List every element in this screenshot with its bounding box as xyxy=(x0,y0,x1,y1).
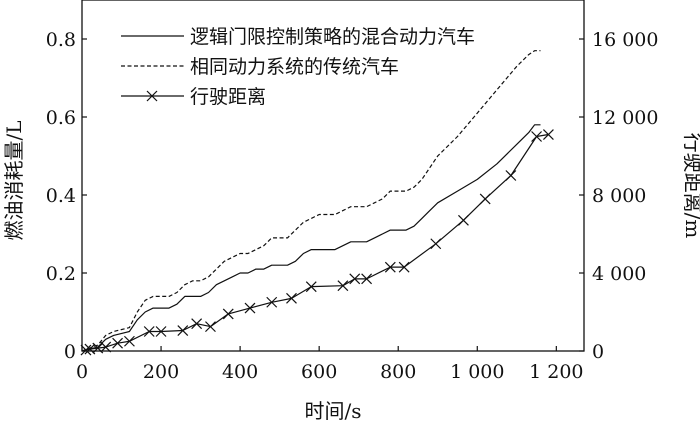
data-point-distance xyxy=(337,280,349,292)
x-tick-label: 1 000 xyxy=(450,361,504,383)
data-point-distance xyxy=(112,337,123,349)
data-point-distance xyxy=(458,214,469,226)
y-left-tick-label: 0.4 xyxy=(46,185,76,207)
data-point-distance xyxy=(543,129,554,140)
data-point-distance xyxy=(191,318,203,330)
data-point-distance xyxy=(398,261,410,273)
x-tick-label: 200 xyxy=(143,361,179,383)
x-axis-title: 时间/s xyxy=(304,399,361,423)
series-line-2 xyxy=(81,133,549,352)
y-left-tick-label: 0 xyxy=(64,341,76,363)
x-tick-label: 400 xyxy=(222,361,258,383)
data-point-distance xyxy=(222,308,234,320)
legend: 逻辑门限控制策略的混合动力汽车 相同动力系统的传统汽车 行驶距离 xyxy=(121,26,475,108)
legend-label-hybrid: 逻辑门限控制策略的混合动力汽车 xyxy=(190,26,475,48)
data-point-distance xyxy=(177,325,189,336)
data-point-distance xyxy=(479,193,491,205)
data-point-distance xyxy=(361,273,373,285)
y-left-tick-label: 0.2 xyxy=(46,263,76,285)
data-point-distance xyxy=(505,170,517,181)
data-point-distance xyxy=(100,341,112,353)
data-point-distance xyxy=(205,321,216,333)
data-point-distance xyxy=(124,335,135,347)
data-point-distance xyxy=(305,281,317,293)
legend-label-distance: 行驶距离 xyxy=(190,86,266,108)
y-right-axis-title: 行驶距离/m xyxy=(681,133,700,239)
series-line-1 xyxy=(81,50,541,352)
series-line-0 xyxy=(81,124,541,352)
y-right-tick-label: 4 000 xyxy=(592,263,646,285)
data-point-distance xyxy=(531,131,542,142)
x-tick-label: 800 xyxy=(380,361,416,383)
data-point-distance xyxy=(266,296,278,308)
data-point-distance xyxy=(143,326,155,337)
data-point-distance xyxy=(349,273,361,285)
legend-marker-distance xyxy=(146,90,158,102)
y-right-tick-label: 0 xyxy=(592,341,604,363)
y-left-axis-title: 燃油消耗量/L xyxy=(2,120,26,240)
y-right-tick-label: 8 000 xyxy=(592,185,646,207)
plot-frame xyxy=(81,0,585,352)
x-tick-label: 0 xyxy=(76,361,88,383)
y-right-tick-label: 16 000 xyxy=(592,29,658,51)
y-left-tick-label: 0.6 xyxy=(46,107,76,129)
data-point-distance xyxy=(384,261,396,273)
y-right-tick-label: 12 000 xyxy=(592,107,658,129)
data-point-distance xyxy=(430,238,442,250)
x-tick-label: 1 200 xyxy=(529,361,583,383)
data-point-distance xyxy=(286,292,297,304)
data-point-distance xyxy=(155,326,167,337)
y-left-tick-label: 0.8 xyxy=(46,29,76,51)
legend-label-conventional: 相同动力系统的传统汽车 xyxy=(190,56,399,78)
data-point-distance xyxy=(80,344,92,356)
x-tick-label: 600 xyxy=(301,361,337,383)
data-point-distance xyxy=(244,302,256,314)
